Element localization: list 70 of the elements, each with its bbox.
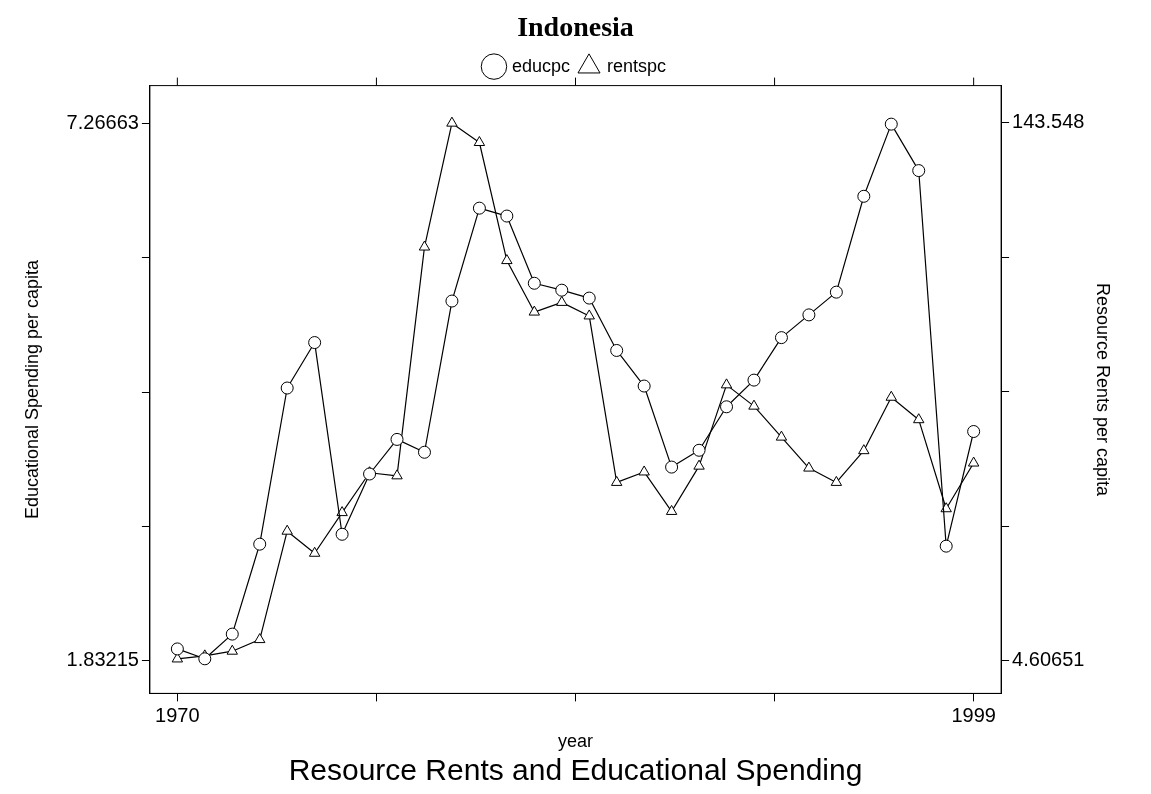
point — [226, 644, 238, 655]
point — [774, 331, 788, 345]
point — [582, 291, 596, 305]
point — [775, 430, 788, 441]
point — [692, 443, 706, 457]
y-tick-label: 1.83215 — [66, 648, 139, 671]
point — [912, 164, 926, 178]
point — [858, 444, 870, 455]
point — [665, 504, 678, 515]
point — [472, 201, 486, 215]
point — [693, 459, 705, 470]
point — [473, 136, 486, 147]
point — [610, 475, 623, 486]
y2-tick-label: 4.60651 — [1012, 648, 1085, 671]
point — [336, 506, 348, 517]
point — [308, 546, 321, 557]
point — [802, 308, 816, 322]
point — [748, 399, 760, 410]
point — [638, 465, 650, 476]
point — [637, 379, 651, 393]
y-tick-label: 7.26663 — [66, 111, 139, 133]
point — [253, 537, 267, 551]
point — [417, 445, 431, 459]
point — [335, 527, 349, 541]
point — [445, 294, 459, 308]
point — [583, 309, 595, 320]
point — [556, 295, 568, 306]
point — [803, 461, 815, 472]
point — [446, 116, 458, 127]
point — [720, 400, 734, 414]
point — [254, 633, 266, 644]
point — [857, 189, 871, 203]
point — [391, 469, 403, 480]
point — [829, 285, 843, 299]
point — [665, 460, 679, 474]
point — [280, 381, 294, 395]
point — [913, 413, 925, 424]
point — [170, 642, 184, 656]
point — [939, 539, 953, 553]
point — [501, 254, 513, 265]
y2-axis-title: Resource Rents per capita — [1093, 282, 1114, 498]
point — [225, 627, 239, 641]
point — [500, 209, 514, 223]
point — [281, 524, 293, 535]
point — [967, 456, 980, 467]
point — [940, 502, 952, 513]
point — [884, 117, 898, 131]
point — [720, 378, 733, 389]
point — [527, 276, 541, 290]
x-axis-title: year — [557, 731, 594, 752]
point — [610, 343, 624, 357]
x-tick-label: 1999 — [951, 703, 996, 726]
legend-label: rentspc — [607, 55, 667, 76]
point — [390, 432, 404, 446]
point — [308, 336, 322, 350]
point — [418, 240, 431, 251]
y-axis-title: Educational Spending per capita — [21, 258, 42, 520]
point — [747, 373, 761, 387]
point — [830, 475, 843, 486]
x-tick-label: 1970 — [155, 703, 200, 726]
point — [555, 283, 569, 297]
point — [528, 305, 541, 316]
legend-label: educpc — [511, 55, 571, 76]
y2-tick-label: 143.548 — [1012, 110, 1085, 133]
point — [363, 467, 377, 481]
point — [967, 425, 981, 438]
point — [885, 390, 897, 401]
chart-title: Indonesia — [517, 11, 634, 43]
text: Resource Rents and Educational Spending — [287, 753, 864, 787]
point — [198, 652, 212, 666]
